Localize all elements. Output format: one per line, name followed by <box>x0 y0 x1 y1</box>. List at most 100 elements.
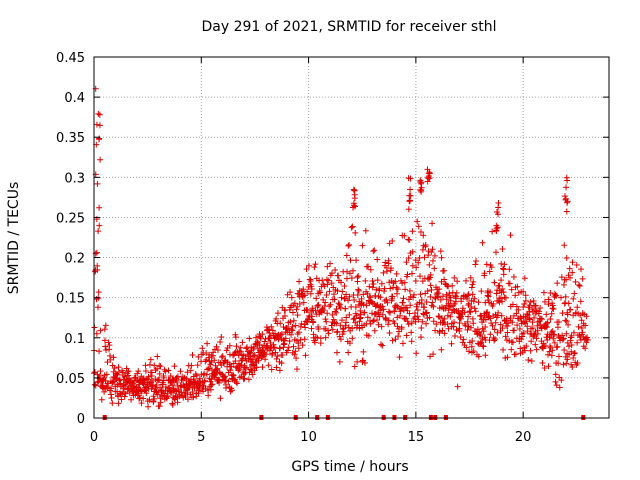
data-point <box>498 277 505 284</box>
data-point <box>500 265 507 272</box>
data-point <box>500 271 507 278</box>
data-point <box>527 299 534 306</box>
data-point <box>427 274 434 281</box>
data-point <box>439 315 446 322</box>
data-point <box>407 302 414 309</box>
data-point <box>524 323 531 330</box>
data-point <box>442 305 449 312</box>
data-point <box>108 385 115 392</box>
data-point <box>563 184 570 191</box>
data-point <box>537 304 544 311</box>
y-tick-label: 0.4 <box>64 91 85 106</box>
data-point <box>479 239 486 246</box>
data-point <box>441 267 448 274</box>
data-point <box>355 287 362 294</box>
data-point <box>273 364 280 371</box>
data-point <box>307 276 314 283</box>
x-tick-label: 20 <box>515 430 532 445</box>
data-point <box>490 334 497 341</box>
data-point <box>373 286 380 293</box>
data-point <box>394 286 401 293</box>
data-point <box>539 359 546 366</box>
data-point <box>502 294 509 301</box>
data-point <box>480 343 487 350</box>
data-point <box>417 229 424 236</box>
data-point <box>298 320 305 327</box>
data-point <box>300 286 307 293</box>
data-point <box>508 286 515 293</box>
data-point <box>454 383 461 390</box>
data-point <box>336 301 343 308</box>
data-point <box>350 267 357 274</box>
data-point <box>279 352 286 359</box>
data-point <box>272 349 279 356</box>
data-point <box>121 393 128 400</box>
data-point <box>525 356 532 363</box>
data-point <box>554 324 561 331</box>
data-point <box>239 339 246 346</box>
data-point <box>420 232 427 239</box>
data-point <box>205 392 212 399</box>
data-point <box>211 357 218 364</box>
data-point <box>549 328 556 335</box>
data-point <box>156 362 163 369</box>
data-point <box>208 381 215 388</box>
data-point <box>378 323 385 330</box>
data-point <box>504 354 511 361</box>
data-point <box>560 361 567 368</box>
data-point <box>392 336 399 343</box>
data-point <box>395 333 402 340</box>
data-point <box>526 316 533 323</box>
data-point <box>290 317 297 324</box>
data-point <box>350 202 357 209</box>
data-point <box>136 394 143 401</box>
data-point <box>419 246 426 253</box>
data-point <box>436 313 443 320</box>
data-point <box>544 319 551 326</box>
data-point <box>461 309 468 316</box>
data-point <box>443 296 450 303</box>
data-point <box>464 295 471 302</box>
data-point <box>322 299 329 306</box>
data-point <box>520 330 527 337</box>
data-point <box>361 309 368 316</box>
data-point <box>393 270 400 277</box>
data-point <box>491 279 498 286</box>
data-point <box>187 367 194 374</box>
data-point <box>515 306 522 313</box>
data-point <box>407 293 414 300</box>
data-point <box>349 335 356 342</box>
data-point <box>480 328 487 335</box>
data-point <box>398 324 405 331</box>
data-point <box>214 346 221 353</box>
data-point <box>467 274 474 281</box>
data-point <box>345 242 352 249</box>
y-axis-label: SRMTID / TECUs <box>6 182 22 295</box>
data-point <box>524 312 531 319</box>
data-point <box>494 329 501 336</box>
data-point <box>411 310 418 317</box>
data-point <box>574 359 581 366</box>
data-point <box>277 345 284 352</box>
data-point <box>448 340 455 347</box>
data-point <box>342 322 349 329</box>
data-point <box>400 295 407 302</box>
data-point <box>246 335 253 342</box>
data-point <box>403 332 410 339</box>
data-point <box>548 310 555 317</box>
data-point <box>478 339 485 346</box>
data-point <box>516 326 523 333</box>
data-point <box>563 254 570 261</box>
data-point <box>418 325 425 332</box>
data-point <box>376 313 383 320</box>
data-point <box>519 333 526 340</box>
data-point <box>409 248 416 255</box>
data-point <box>378 280 385 287</box>
data-point <box>493 228 500 235</box>
data-point <box>386 330 393 337</box>
data-point <box>234 380 241 387</box>
data-point <box>533 335 540 342</box>
data-point <box>266 347 273 354</box>
data-point <box>379 311 386 318</box>
